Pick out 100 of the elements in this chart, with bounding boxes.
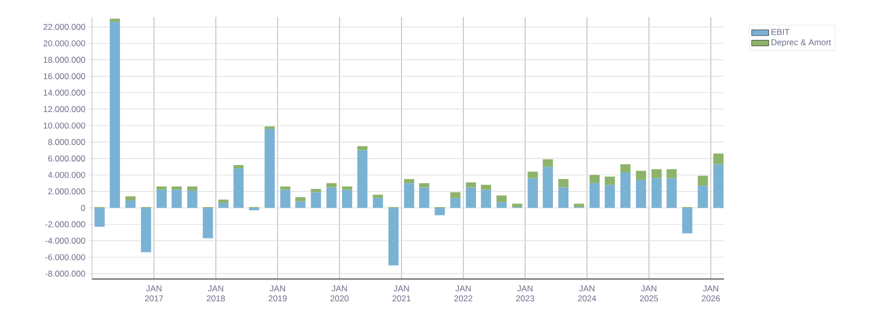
bar [172,190,182,208]
bar [187,186,198,191]
bar [357,150,368,208]
bar [172,186,182,190]
y-tick-label: -2.000.000 [45,221,86,228]
bar [496,196,507,202]
bar [218,202,229,208]
bar [264,126,275,129]
bar [404,183,414,208]
bar [295,197,306,202]
bar [528,172,538,178]
y-tick-label: 22.000.000 [44,24,86,30]
bar [450,192,460,198]
bar [342,190,352,208]
bar [156,190,167,208]
bar [233,168,244,208]
bar [372,194,384,198]
x-tick-label: JAN 2025 [640,286,658,302]
bar [574,204,584,208]
y-tick-label: 10.000.000 [44,122,86,129]
bar [542,166,553,208]
bar [187,190,198,208]
x-tick-label: JAN 2019 [268,286,287,302]
bar [636,180,646,208]
bar [404,179,414,184]
bar [466,187,476,208]
bar [202,208,213,238]
y-tick-label: -6.000.000 [45,254,86,260]
bar [280,186,290,190]
x-tick-label: JAN 2023 [516,286,534,302]
y-tick-label: 4.000.000 [48,172,86,178]
bar [652,169,662,178]
bar [388,208,399,266]
bar [590,183,600,208]
bar [125,200,136,208]
bar [480,184,492,190]
bar [666,169,677,178]
bar [620,172,631,208]
bar [295,201,306,208]
x-tick-label: JAN 2021 [392,286,410,302]
bar [698,176,708,186]
bar [713,154,724,164]
x-tick-label: JAN 2024 [578,286,596,302]
bar [450,198,460,208]
bar [280,190,290,208]
bar [652,178,662,208]
bar [558,179,569,188]
bar [480,190,492,208]
y-tick-label: -8.000.000 [45,270,86,277]
bar [542,159,553,167]
bar [558,187,569,208]
y-tick-label: 20.000.000 [44,40,86,46]
y-tick-label: 18.000.000 [44,56,86,63]
y-tick-label: 0 [81,204,86,211]
legend-label: EBIT [772,29,790,35]
bar [512,204,522,208]
bar [125,196,136,200]
x-tick-label: JAN 2018 [206,286,225,302]
y-tick-label: 8.000.000 [48,139,86,146]
bar [264,128,275,208]
y-tick-label: 16.000.000 [44,73,86,80]
bar [590,174,600,184]
bar [620,164,631,172]
bar [636,170,646,180]
bar [310,188,322,192]
y-tick-label: 14.000.000 [44,90,86,96]
y-tick-label: 6.000.000 [48,155,86,162]
bar [326,183,337,188]
bar [342,186,352,190]
bar [310,192,322,208]
bar [233,165,244,168]
bar [357,146,368,150]
bar [156,186,167,190]
bar [466,182,476,188]
bar [698,186,708,208]
bar [434,208,445,216]
legend-label: Deprec & Amort [772,39,832,47]
bar [110,22,120,208]
bar [419,187,430,208]
x-tick-label: JAN 2026 [702,286,720,302]
bar [604,184,615,208]
bar [604,176,615,185]
y-tick-label: 12.000.000 [44,106,86,112]
bar [713,164,724,208]
bar [496,202,507,208]
x-tick-label: JAN 2017 [145,286,163,302]
bar [372,198,384,208]
bar [326,187,337,208]
bar [419,183,430,188]
bar [249,208,260,210]
bar [682,208,692,234]
x-tick-label: JAN 2022 [454,286,472,302]
bar [110,18,120,22]
bar [140,208,152,252]
bar [94,208,105,227]
y-tick-label: 2.000.000 [48,188,86,194]
x-tick-label: JAN 2020 [330,286,349,302]
bar [666,178,677,208]
y-tick-label: -4.000.000 [45,238,86,244]
bar [528,178,538,208]
